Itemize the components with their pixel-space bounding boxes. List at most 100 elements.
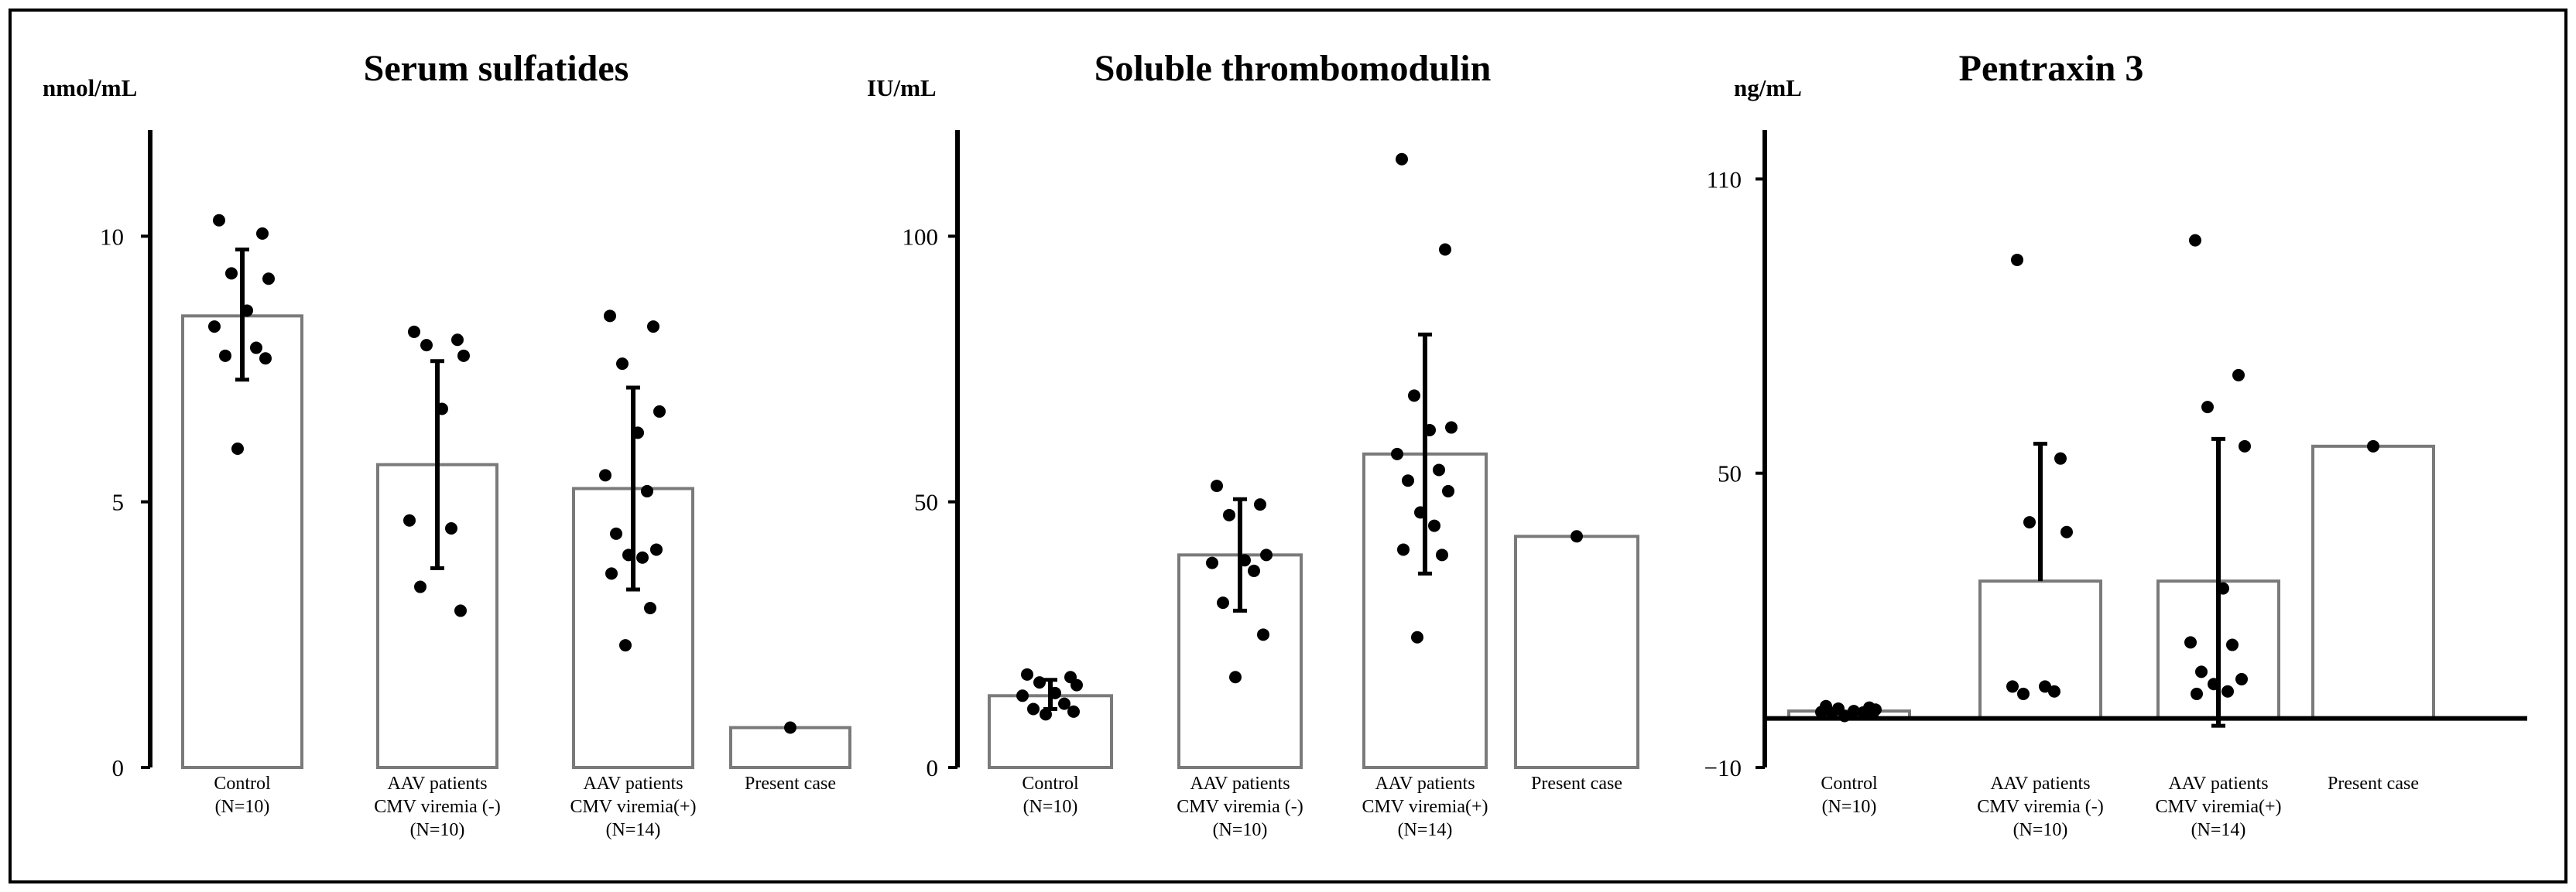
data-point bbox=[1436, 549, 1448, 562]
data-point bbox=[408, 325, 420, 338]
data-point bbox=[1826, 707, 1838, 720]
x-category-label-line: AAV patients bbox=[1375, 774, 1475, 794]
data-point bbox=[403, 514, 416, 527]
data-point bbox=[1254, 498, 1266, 511]
data-point bbox=[1217, 596, 1229, 610]
data-point bbox=[1866, 708, 1879, 721]
data-point bbox=[1238, 554, 1251, 567]
data-point bbox=[1433, 463, 1445, 477]
data-point bbox=[2006, 680, 2019, 693]
x-category-label: AAV patients CMV viremia (-) (N=10) bbox=[374, 774, 501, 840]
x-category-label-line: CMV viremia (-) bbox=[1977, 797, 2104, 817]
x-category-label: Control (N=10) bbox=[1022, 774, 1079, 817]
data-point bbox=[1397, 543, 1410, 556]
x-category-label-line: Control bbox=[1821, 774, 1878, 794]
data-point bbox=[231, 443, 244, 455]
bar bbox=[2311, 444, 2435, 720]
data-point bbox=[454, 604, 467, 617]
data-point bbox=[1229, 671, 1242, 684]
data-point bbox=[1571, 530, 1583, 543]
data-point bbox=[457, 349, 470, 362]
y-tick-label: 50 bbox=[914, 489, 938, 516]
x-category-label-line: CMV viremia(+) bbox=[2155, 797, 2281, 817]
data-point bbox=[1021, 668, 1033, 681]
x-category-label-line: Control bbox=[1022, 774, 1079, 794]
data-point bbox=[2023, 516, 2036, 529]
data-point bbox=[1857, 706, 1869, 719]
y-tick-label: 10 bbox=[100, 223, 124, 250]
data-point bbox=[1391, 447, 1403, 460]
data-point bbox=[208, 320, 221, 333]
data-point bbox=[2201, 401, 2214, 414]
data-point bbox=[1206, 556, 1218, 569]
x-category-label-line: Present case bbox=[745, 774, 836, 794]
data-point bbox=[1439, 243, 1451, 256]
data-point bbox=[1411, 631, 1423, 644]
data-point bbox=[262, 272, 275, 285]
data-point bbox=[1838, 709, 1851, 723]
x-category-label-line: AAV patients bbox=[583, 774, 683, 794]
data-point bbox=[1423, 423, 1436, 436]
data-point bbox=[1070, 678, 1083, 692]
data-point bbox=[619, 639, 632, 652]
data-point bbox=[451, 333, 464, 347]
chart-panel-1: Serum sulfatides nmol/mL 0 5 10 Control (N=10)… bbox=[43, 48, 851, 840]
x-category-label-line: AAV patients bbox=[1190, 774, 1290, 794]
data-point bbox=[1815, 706, 1828, 719]
x-category-label: Control (N=10) bbox=[1821, 774, 1878, 817]
y-tick-label: −10 bbox=[1704, 754, 1742, 781]
data-point bbox=[2039, 680, 2051, 693]
data-point bbox=[1223, 508, 1235, 521]
data-point bbox=[2235, 672, 2248, 685]
data-point bbox=[1445, 421, 1458, 434]
y-tick-label: 110 bbox=[1707, 166, 1742, 193]
x-category-label-line: (N=10) bbox=[2013, 820, 2068, 840]
data-point bbox=[636, 551, 649, 564]
x-category-label-line: (N=10) bbox=[215, 797, 270, 817]
data-point bbox=[599, 469, 611, 482]
data-point bbox=[2221, 685, 2234, 698]
data-point bbox=[622, 549, 635, 562]
x-category-label-line: CMV viremia(+) bbox=[570, 797, 696, 817]
x-category-label-line: Control bbox=[214, 774, 271, 794]
x-category-label-line: (N=10) bbox=[1822, 797, 1877, 817]
data-point bbox=[1248, 564, 1260, 577]
y-tick-label: 5 bbox=[112, 489, 125, 516]
data-point bbox=[1040, 708, 1052, 721]
data-point bbox=[256, 227, 269, 240]
data-point bbox=[1211, 480, 1223, 493]
data-point bbox=[2226, 638, 2239, 651]
y-axis-unit-label: IU/mL bbox=[867, 74, 937, 101]
data-point bbox=[1408, 389, 1420, 402]
x-category-label-line: (N=14) bbox=[606, 820, 661, 840]
y-tick-label: 50 bbox=[1718, 460, 1742, 487]
data-point bbox=[219, 349, 231, 362]
data-point bbox=[2191, 687, 2203, 700]
bar bbox=[729, 726, 851, 769]
data-point bbox=[241, 304, 253, 317]
y-axis-unit-label: ng/mL bbox=[1734, 74, 1802, 101]
data-point bbox=[616, 357, 629, 371]
data-point bbox=[1402, 474, 1414, 487]
data-point bbox=[1027, 702, 1040, 716]
x-category-label: AAV patients CMV viremia(+) (N=14) bbox=[2155, 774, 2281, 840]
x-category-label-line: AAV patients bbox=[1990, 774, 2090, 794]
data-point bbox=[605, 567, 618, 580]
x-category-label-line: CMV viremia(+) bbox=[1362, 797, 1488, 817]
x-category-label: Present case bbox=[1531, 774, 1622, 794]
x-category-label-line: CMV viremia (-) bbox=[374, 797, 501, 817]
data-point bbox=[2017, 687, 2030, 700]
x-category-label-line: Present case bbox=[1531, 774, 1622, 794]
data-point bbox=[1260, 549, 1273, 562]
data-point bbox=[2011, 253, 2023, 266]
data-point bbox=[632, 426, 644, 439]
x-category-label: AAV patients CMV viremia(+) (N=14) bbox=[570, 774, 696, 840]
data-point bbox=[644, 602, 656, 614]
x-category-label: Control (N=10) bbox=[214, 774, 271, 817]
data-point bbox=[2189, 234, 2201, 247]
chart-title: Soluble thrombomodulin bbox=[1094, 48, 1492, 89]
x-category-label-line: Present case bbox=[2328, 774, 2419, 794]
data-point bbox=[2184, 636, 2197, 649]
